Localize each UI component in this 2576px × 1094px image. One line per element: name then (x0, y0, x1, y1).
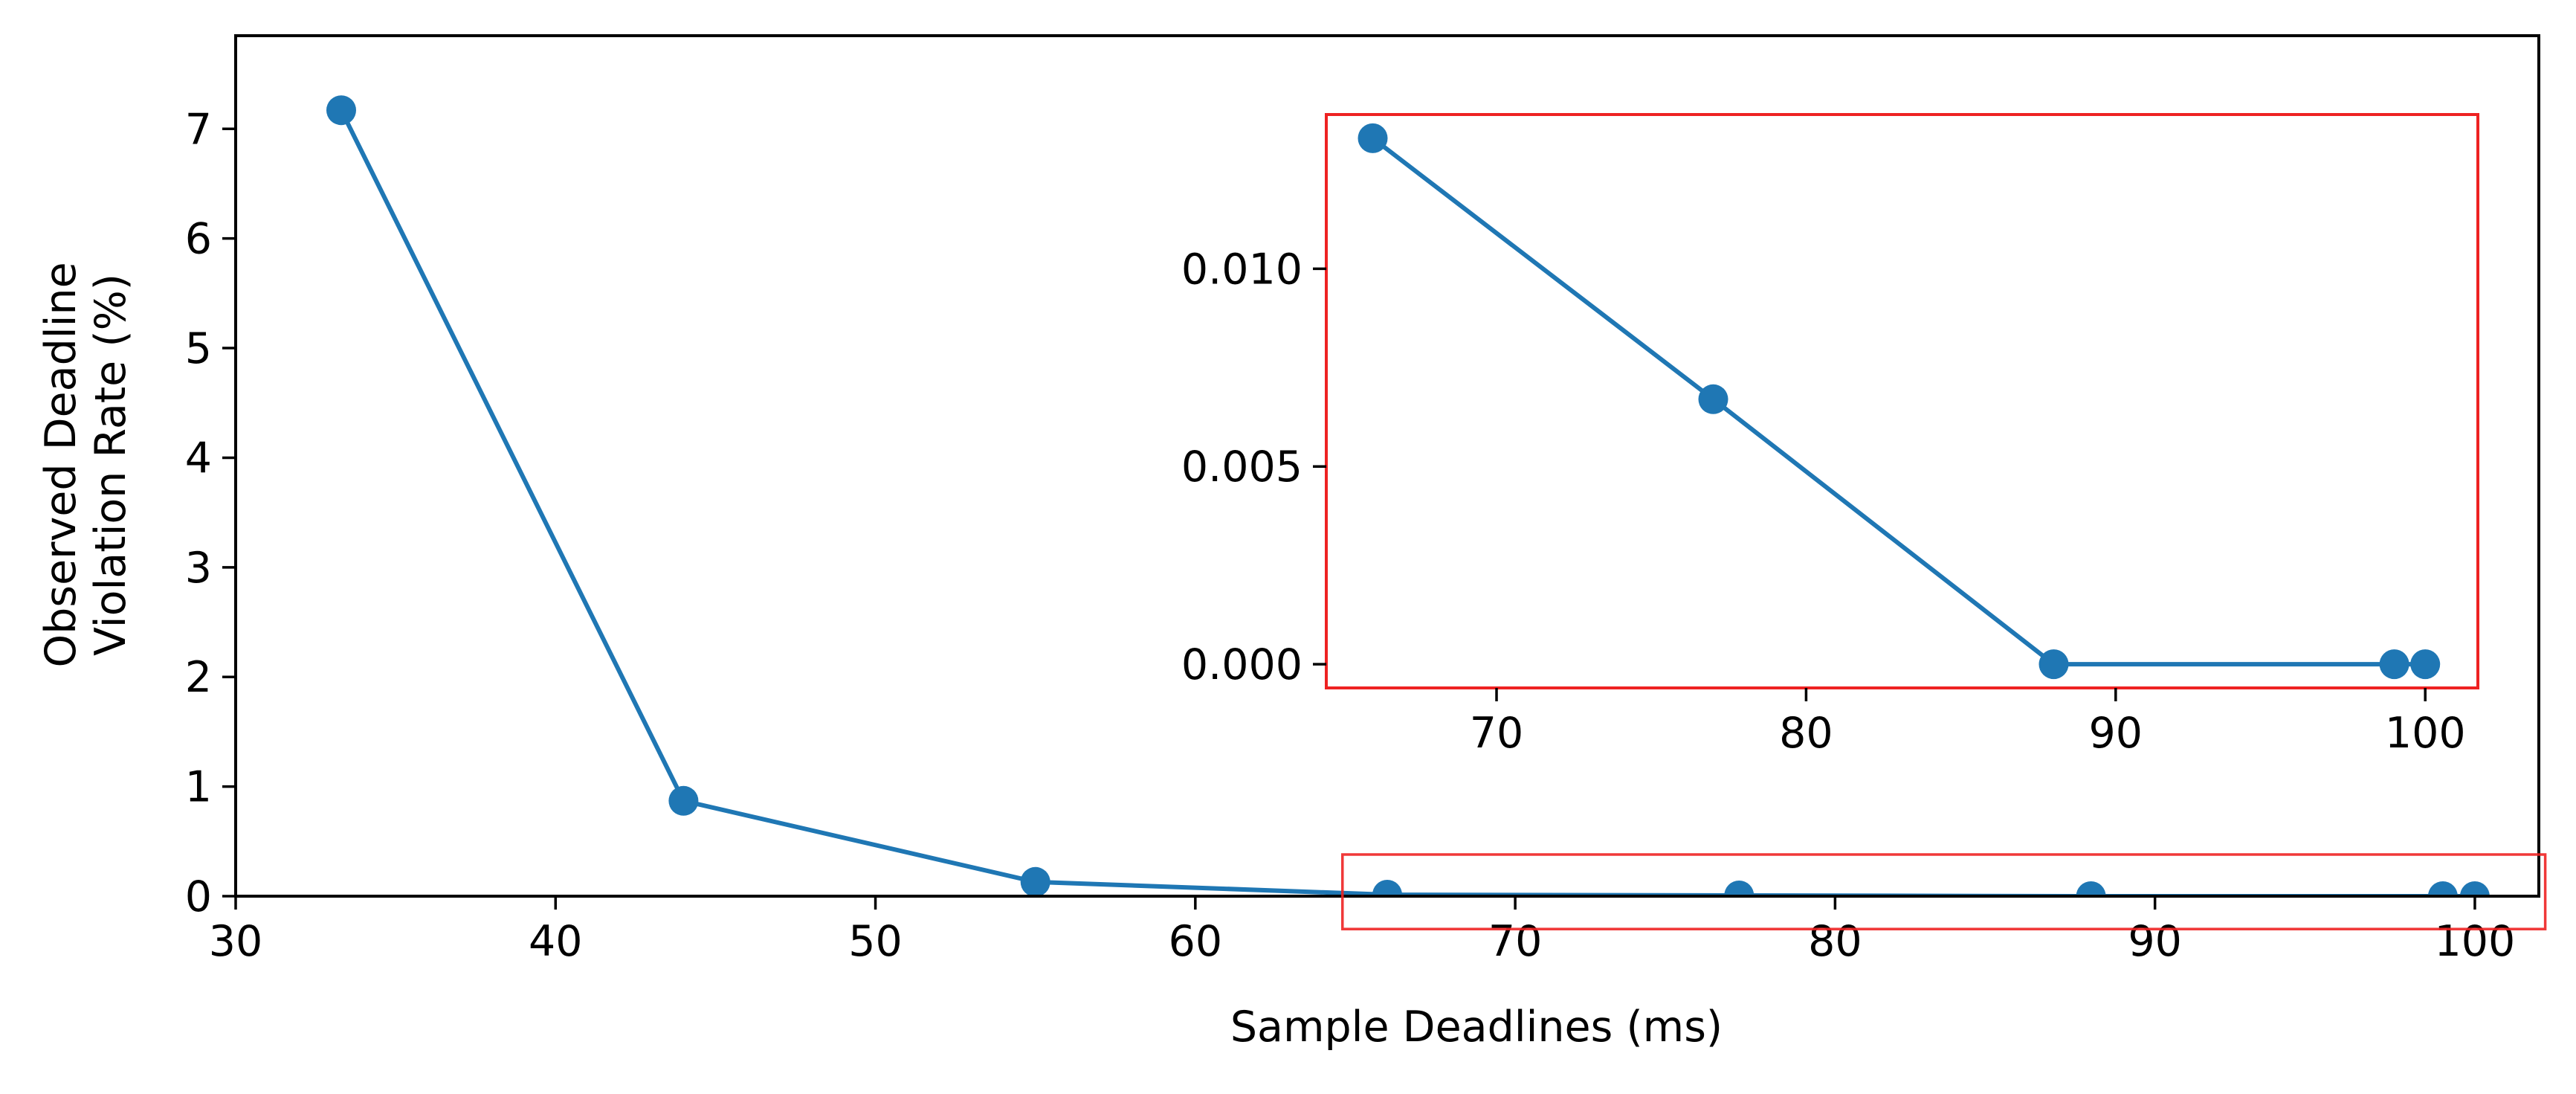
main-x-tick-label: 80 (1808, 917, 1862, 966)
inset-axes-frame (1325, 113, 2479, 689)
main-data-point (1372, 880, 1402, 896)
main-plot: 30 40 50 60 70 80 90 100 0 1 2 3 4 5 6 7 Sample Deadline… (36, 34, 2547, 1052)
main-data-point (326, 95, 356, 126)
inset-x-tick-label: 90 (2089, 709, 2143, 758)
zoom-region-box (1341, 853, 2547, 930)
inset-data-point (1698, 384, 1728, 414)
inset-data-point (2379, 649, 2409, 680)
main-axes-frame (234, 34, 2540, 898)
inset-y-tick-label: 0.010 (1181, 245, 1302, 294)
main-data-point (2427, 881, 2458, 896)
inset-x-tick-label: 70 (1470, 709, 1524, 758)
main-y-tick-label: 1 (185, 763, 212, 812)
main-data-point (1724, 881, 1755, 896)
y-axis-label-line1: Observed Deadline (36, 262, 85, 667)
inset-data-point (2410, 649, 2441, 680)
main-y-tick-label: 7 (185, 105, 212, 154)
inset-x-tick-label: 80 (1779, 709, 1833, 758)
main-x-tick-label: 50 (848, 917, 903, 966)
main-x-tick-label: 90 (2128, 917, 2182, 966)
main-x-tick-label: 40 (529, 917, 583, 966)
inset-data-point (1358, 123, 1388, 153)
main-y-tick-label: 6 (185, 215, 212, 264)
main-x-tick-label: 100 (2435, 917, 2516, 966)
inset-y-tick-label: 0.000 (1181, 640, 1302, 689)
main-x-tick-label: 60 (1169, 917, 1223, 966)
main-data-point (1020, 866, 1050, 896)
inset-background (1326, 115, 2478, 688)
main-data-point (2076, 881, 2106, 896)
main-y-tick-label: 4 (185, 434, 212, 483)
y-axis-label-line2: Violation Rate (%) (86, 274, 135, 656)
main-y-tick-label: 5 (185, 324, 212, 373)
main-x-tick-label: 30 (209, 917, 263, 966)
x-axis-label: Sample Deadlines (ms) (1230, 1003, 1723, 1052)
main-data-point (2459, 881, 2490, 896)
main-y-tick-label: 2 (185, 653, 212, 702)
main-y-tick-label: 3 (185, 544, 212, 593)
inset-series-group (1358, 123, 2441, 680)
main-x-tick-label: 70 (1488, 917, 1543, 966)
inset-x-tick-label: 100 (2385, 709, 2466, 758)
inset-y-tick-label: 0.005 (1181, 443, 1302, 492)
inset-plot: 70 80 90 100 0.000 0.005 0.010 (1181, 113, 2479, 758)
main-data-point (668, 785, 699, 816)
inset-data-point (2038, 649, 2069, 680)
main-y-tick-label: 0 (185, 872, 212, 921)
